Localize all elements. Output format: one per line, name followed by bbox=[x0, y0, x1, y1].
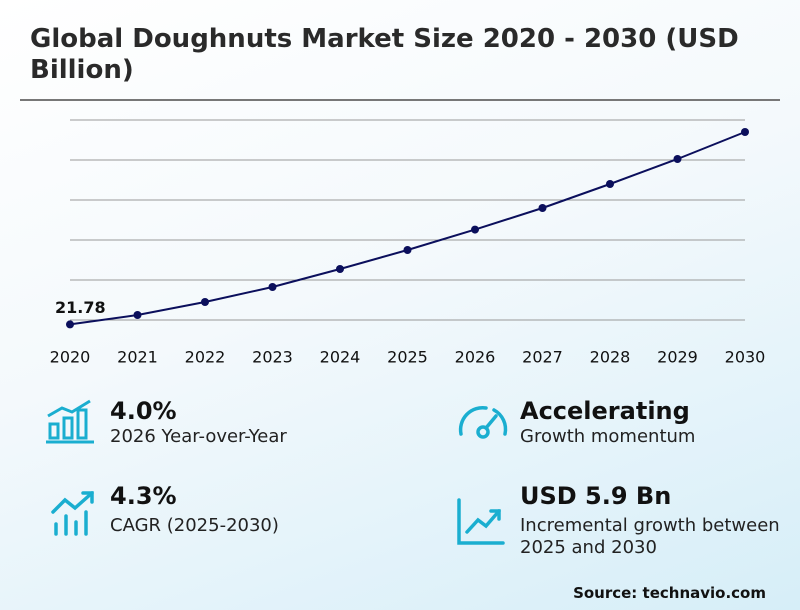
x-tick-label: 2030 bbox=[725, 348, 766, 367]
x-tick-label: 2023 bbox=[252, 348, 293, 367]
stat-label: 2026 Year-over-Year bbox=[110, 426, 287, 447]
stat-label: Growth momentum bbox=[520, 426, 696, 447]
point bbox=[201, 298, 209, 306]
point bbox=[133, 311, 142, 319]
point bbox=[673, 155, 682, 163]
line bbox=[69, 131, 746, 326]
point bbox=[336, 265, 344, 273]
chart-title: Global Doughnuts Market Size 2020 - 2030… bbox=[30, 24, 739, 85]
point bbox=[66, 320, 74, 329]
point bbox=[606, 180, 614, 188]
trend-icon bbox=[51, 491, 94, 536]
stat-value: Accelerating bbox=[520, 397, 690, 425]
stat-value: 4.0% bbox=[110, 397, 177, 425]
data-label: 21.78 bbox=[55, 298, 106, 317]
stat-value: 4.3% bbox=[110, 482, 177, 510]
x-tick-label: 2026 bbox=[455, 348, 496, 367]
x-tick-label: 2024 bbox=[320, 348, 361, 367]
stat: USD 5.9 Bn Incremental growth between 20… bbox=[520, 481, 780, 559]
source: Source: technavio.com bbox=[573, 584, 766, 602]
x-tick-label: 2021 bbox=[117, 348, 158, 367]
point bbox=[268, 283, 277, 291]
x-tick-label: 2027 bbox=[522, 348, 563, 367]
separator bbox=[20, 99, 780, 101]
chart-icon bbox=[457, 498, 505, 545]
x-tick-label: 2020 bbox=[50, 348, 91, 367]
stat-label: Incremental growth between 2025 and 2030 bbox=[520, 515, 780, 558]
stat: 4.0% 2026 Year-over-Year bbox=[110, 396, 287, 448]
x-tick-label: 2028 bbox=[590, 348, 631, 367]
stat: 4.3% CAGR (2025-2030) bbox=[110, 481, 279, 537]
stat-label: CAGR (2025-2030) bbox=[110, 515, 279, 536]
bar-growth-icon bbox=[46, 399, 94, 444]
point bbox=[741, 128, 749, 136]
x-tick-label: 2022 bbox=[185, 348, 226, 367]
point bbox=[403, 246, 412, 254]
point bbox=[471, 225, 479, 234]
gauge-icon bbox=[458, 405, 508, 439]
x-tick-label: 2025 bbox=[387, 348, 428, 367]
x-tick-label: 2029 bbox=[657, 348, 698, 367]
point bbox=[538, 204, 547, 212]
stat: Accelerating Growth momentum bbox=[520, 396, 695, 448]
stat-value: USD 5.9 Bn bbox=[520, 482, 672, 510]
chart: 2020 2021 2022 2023 2024 2025 2026 2027 2028 2029… bbox=[50, 119, 766, 367]
